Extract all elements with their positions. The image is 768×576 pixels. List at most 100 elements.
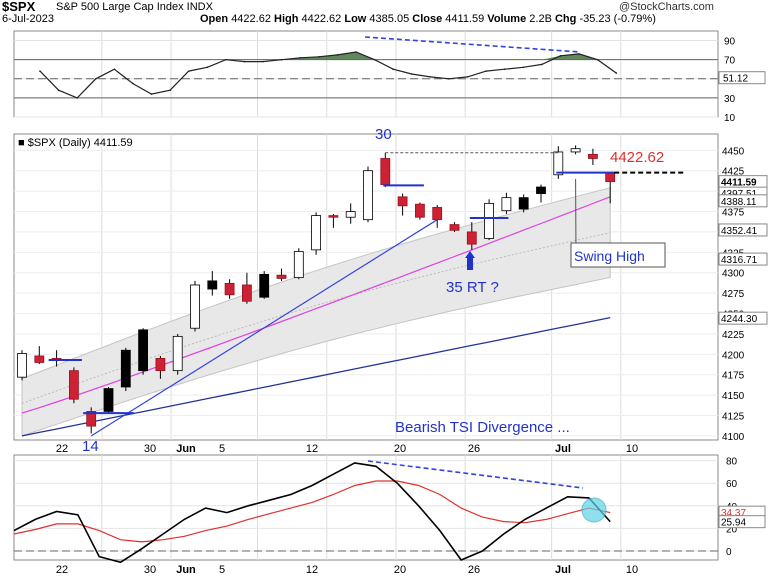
candle: [553, 146, 564, 179]
price-tick-label: 4125: [722, 412, 745, 423]
candle-body: [224, 282, 235, 296]
candle-body: [190, 284, 200, 329]
low-count-label: 14: [82, 438, 99, 455]
candle: [397, 193, 408, 216]
x-axis-label: Jul: [555, 443, 571, 455]
candle: [138, 328, 149, 375]
ema-line: [21, 196, 611, 414]
panel-frame-tsi: [13, 454, 719, 561]
x-axis-label: 26: [468, 564, 480, 576]
tsi-line: [13, 462, 611, 564]
rsi-tick-label: 30: [724, 94, 736, 105]
candle: [466, 222, 477, 250]
candle-body: [449, 224, 460, 231]
header-row-2: 6-Jul-2023 Open 4422.62 High 4422.62 Low…: [0, 13, 768, 26]
candle-body: [259, 273, 270, 298]
high-value-label: 4422.62: [610, 149, 664, 166]
x-axis-label: 20: [394, 564, 406, 576]
candle: [449, 222, 460, 232]
volume-value: 2.2B: [529, 13, 552, 25]
price-axis-label: 4316.71: [721, 255, 758, 266]
x-axis-label: 10: [626, 443, 638, 455]
price-tick-label: 4425: [722, 167, 745, 178]
price-axis-label: 4411.59: [721, 178, 757, 189]
candle-body: [69, 370, 79, 400]
price-tick-label: 4150: [722, 391, 745, 402]
rsi-last-value-label: 51.12: [723, 74, 748, 85]
x-axis-label: 26: [468, 443, 480, 455]
candle-body: [345, 211, 356, 218]
candle: [241, 272, 252, 304]
tsi-signal-line: [13, 480, 611, 543]
chg-label: Chg: [554, 13, 577, 25]
candle-body: [241, 284, 252, 302]
close-label: Close: [412, 13, 443, 25]
candle-body: [207, 280, 218, 290]
x-axis-label: 12: [306, 443, 318, 455]
candle-body: [120, 349, 131, 388]
candle: [536, 184, 546, 203]
tsi-last-value-label: 34.37: [721, 508, 746, 519]
candle: [414, 202, 425, 220]
panel-frame-price: [13, 133, 719, 441]
candle: [363, 166, 373, 223]
x-axis-label: 20: [394, 443, 406, 455]
low-label: Low: [344, 13, 367, 25]
candle-body: [536, 186, 546, 194]
candle-body: [605, 172, 616, 183]
x-axis-label: 30: [144, 564, 156, 576]
candle: [432, 204, 443, 228]
uptrend-line: [90, 219, 438, 437]
candle: [380, 152, 391, 188]
candle: [501, 192, 512, 214]
low-value: 4385.05: [369, 13, 410, 25]
candle-body: [414, 203, 425, 218]
open-label: Open: [200, 13, 229, 25]
rsi-overbought-fill: [40, 52, 617, 60]
candle: [17, 350, 27, 381]
price-label-box: [718, 223, 768, 237]
price-tick-label: 4225: [722, 330, 745, 341]
tsi-divergence-line: [367, 460, 584, 489]
candle: [103, 386, 114, 414]
x-axis-label: Jun: [176, 564, 196, 576]
tsi-tick-label: 0: [726, 547, 732, 558]
sma-line: [21, 316, 611, 437]
candle: [172, 333, 183, 375]
open-value: 4422.62: [231, 13, 271, 25]
bollinger-band: [21, 187, 611, 437]
candle: [328, 213, 339, 228]
candle: [276, 268, 287, 281]
candle: [34, 346, 45, 365]
price-tick-label: 4450: [722, 146, 745, 157]
x-axis-label: 30: [144, 443, 156, 455]
candle: [207, 271, 218, 296]
tsi-tick-label: 20: [726, 524, 738, 535]
price-axis-label: 4352.41: [721, 226, 758, 237]
price-tick-label: 4175: [722, 371, 745, 382]
price-tick-label: 4375: [722, 208, 745, 219]
rt-label: 35 RT ?: [446, 279, 499, 296]
copyright: @StockCharts.com: [619, 1, 714, 13]
rsi-tick-label: 10: [724, 113, 736, 124]
rsi-line: [39, 51, 617, 99]
price-axis-label: 4388.11: [721, 197, 757, 208]
high-value: 4422.62: [301, 13, 342, 25]
candle-body: [553, 151, 564, 176]
candle: [69, 367, 79, 404]
x-axis-label: 5: [219, 564, 225, 576]
candle-body: [276, 274, 287, 279]
tsi-last-value-label: 25.94: [721, 518, 746, 529]
x-axis-label: 22: [56, 564, 68, 576]
up-arrow: [465, 251, 475, 270]
ohlc-readout: Open 4422.62 High 4422.62 Low 4385.05 Cl…: [200, 13, 656, 25]
candle: [570, 145, 581, 155]
x-axis-label: 10: [626, 564, 638, 576]
candle-body: [466, 231, 477, 245]
candle: [86, 407, 97, 434]
candle: [155, 355, 166, 379]
price-tick-label: 4100: [722, 432, 745, 443]
swing-high-label: Swing High: [574, 248, 645, 264]
swing-high-box: [570, 242, 666, 268]
